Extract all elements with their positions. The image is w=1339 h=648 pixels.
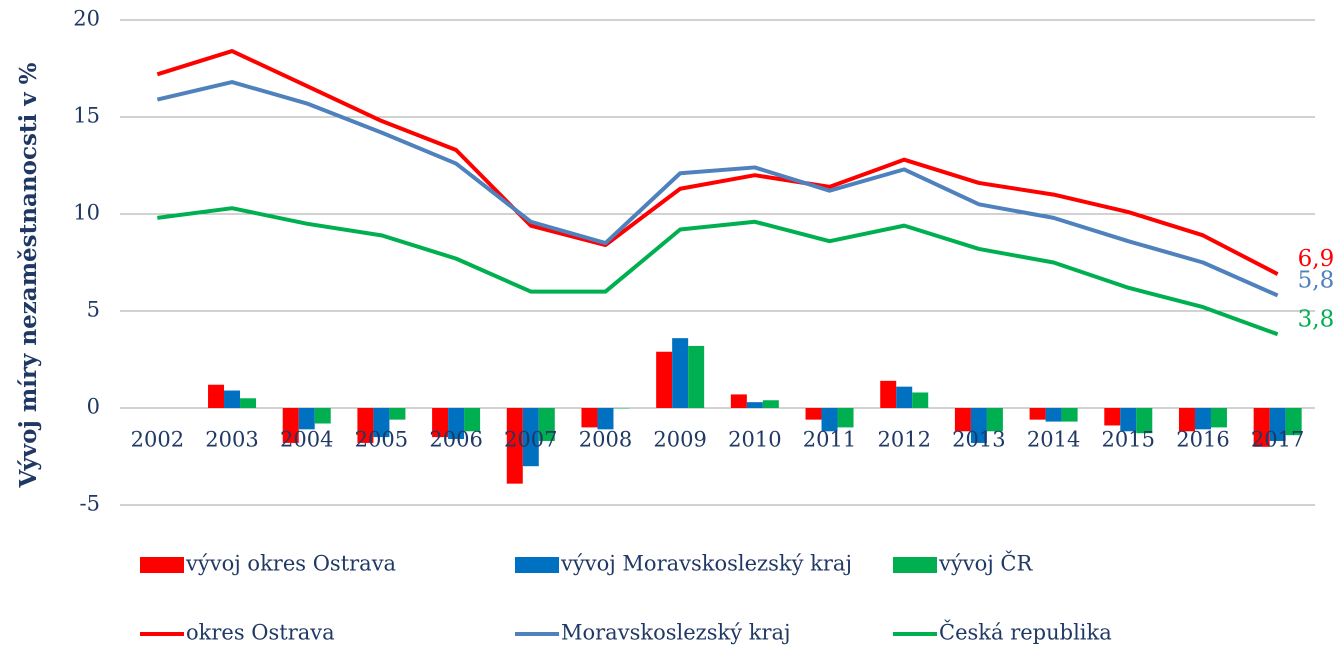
bar — [298, 408, 315, 430]
bar — [656, 351, 673, 408]
bar — [821, 408, 838, 432]
bar — [970, 408, 987, 443]
bar — [730, 394, 747, 408]
x-tick-label: 2002 — [131, 428, 184, 452]
bar — [986, 408, 1003, 432]
legend-label: Moravskoslezský kraj — [561, 621, 791, 645]
x-tick-label: 2012 — [877, 428, 930, 452]
bar — [1120, 408, 1137, 432]
x-tick-label: 2015 — [1102, 428, 1155, 452]
x-tick-label: 2017 — [1251, 428, 1304, 452]
x-tick-label: 2014 — [1027, 428, 1080, 452]
y-axis-label: Vývoj míry nezaměstnanocsti v % — [15, 62, 42, 488]
bar — [805, 408, 822, 420]
bar — [746, 402, 763, 408]
bar — [1253, 408, 1270, 447]
x-tick-label: 2003 — [205, 428, 258, 452]
y-tick-label: 5 — [87, 298, 100, 322]
line — [156, 49, 1279, 276]
bar — [912, 392, 929, 408]
legend-label: okres Ostrava — [186, 621, 335, 645]
y-tick-label: -5 — [80, 492, 100, 516]
bar — [613, 408, 630, 409]
bar — [1029, 408, 1046, 420]
legend-swatch — [893, 557, 937, 573]
legend-label: vývoj okres Ostrava — [185, 552, 396, 576]
bar — [208, 384, 225, 408]
data-label: 3,8 — [1298, 306, 1335, 332]
data-label: 6,9 — [1298, 246, 1335, 272]
bar — [1194, 408, 1211, 430]
x-tick-label: 2013 — [952, 428, 1005, 452]
legend-label: vývoj Moravskoslezský kraj — [560, 552, 852, 576]
legend-label: vývoj ČR — [938, 551, 1033, 576]
legend-swatch — [140, 557, 184, 573]
legend-label: Česká republika — [939, 620, 1112, 645]
bar — [1136, 408, 1153, 434]
bar — [373, 408, 390, 438]
bar — [672, 338, 689, 408]
bar — [282, 408, 299, 443]
legend-swatch — [515, 557, 559, 573]
bar — [896, 386, 913, 408]
bar — [1210, 408, 1227, 428]
bar — [837, 408, 854, 428]
bar — [464, 408, 481, 432]
bar — [1104, 408, 1121, 426]
bar — [581, 408, 598, 428]
bar — [432, 408, 449, 438]
bar — [506, 408, 523, 484]
bar — [1045, 408, 1062, 422]
bar — [1285, 408, 1302, 436]
y-tick-label: 20 — [73, 7, 100, 31]
bar — [448, 408, 465, 440]
x-tick-label: 2009 — [653, 428, 706, 452]
bar — [357, 408, 374, 443]
bar — [880, 380, 897, 408]
line — [156, 80, 1279, 298]
y-tick-label: 15 — [73, 104, 100, 128]
x-tick-label: 2004 — [280, 428, 333, 452]
y-tick-label: 0 — [87, 395, 100, 419]
bar — [538, 408, 555, 441]
bar — [389, 408, 406, 420]
bar — [1178, 408, 1195, 432]
legend: vývoj okres Ostrava vývoj Moravskoslezský… — [140, 551, 1112, 645]
x-tick-label: 2005 — [355, 428, 408, 452]
x-tick-label: 2007 — [504, 428, 557, 452]
x-tick-label: 2006 — [429, 428, 482, 452]
x-tick-label: 2016 — [1176, 428, 1229, 452]
data-label: 5,8 — [1298, 267, 1335, 293]
line — [157, 206, 1279, 337]
bar — [762, 400, 779, 408]
bar — [1061, 408, 1078, 422]
bar — [688, 345, 705, 408]
x-tick-label: 2011 — [803, 428, 856, 452]
bar — [954, 408, 971, 432]
bar — [597, 408, 614, 430]
bar — [240, 398, 257, 408]
x-tick-label: 2008 — [579, 428, 632, 452]
bar — [1269, 408, 1286, 441]
y-tick-label: 10 — [73, 201, 100, 225]
bar — [224, 390, 241, 408]
x-tick-label: 2010 — [728, 428, 781, 452]
bar — [522, 408, 539, 467]
bar — [314, 408, 331, 424]
